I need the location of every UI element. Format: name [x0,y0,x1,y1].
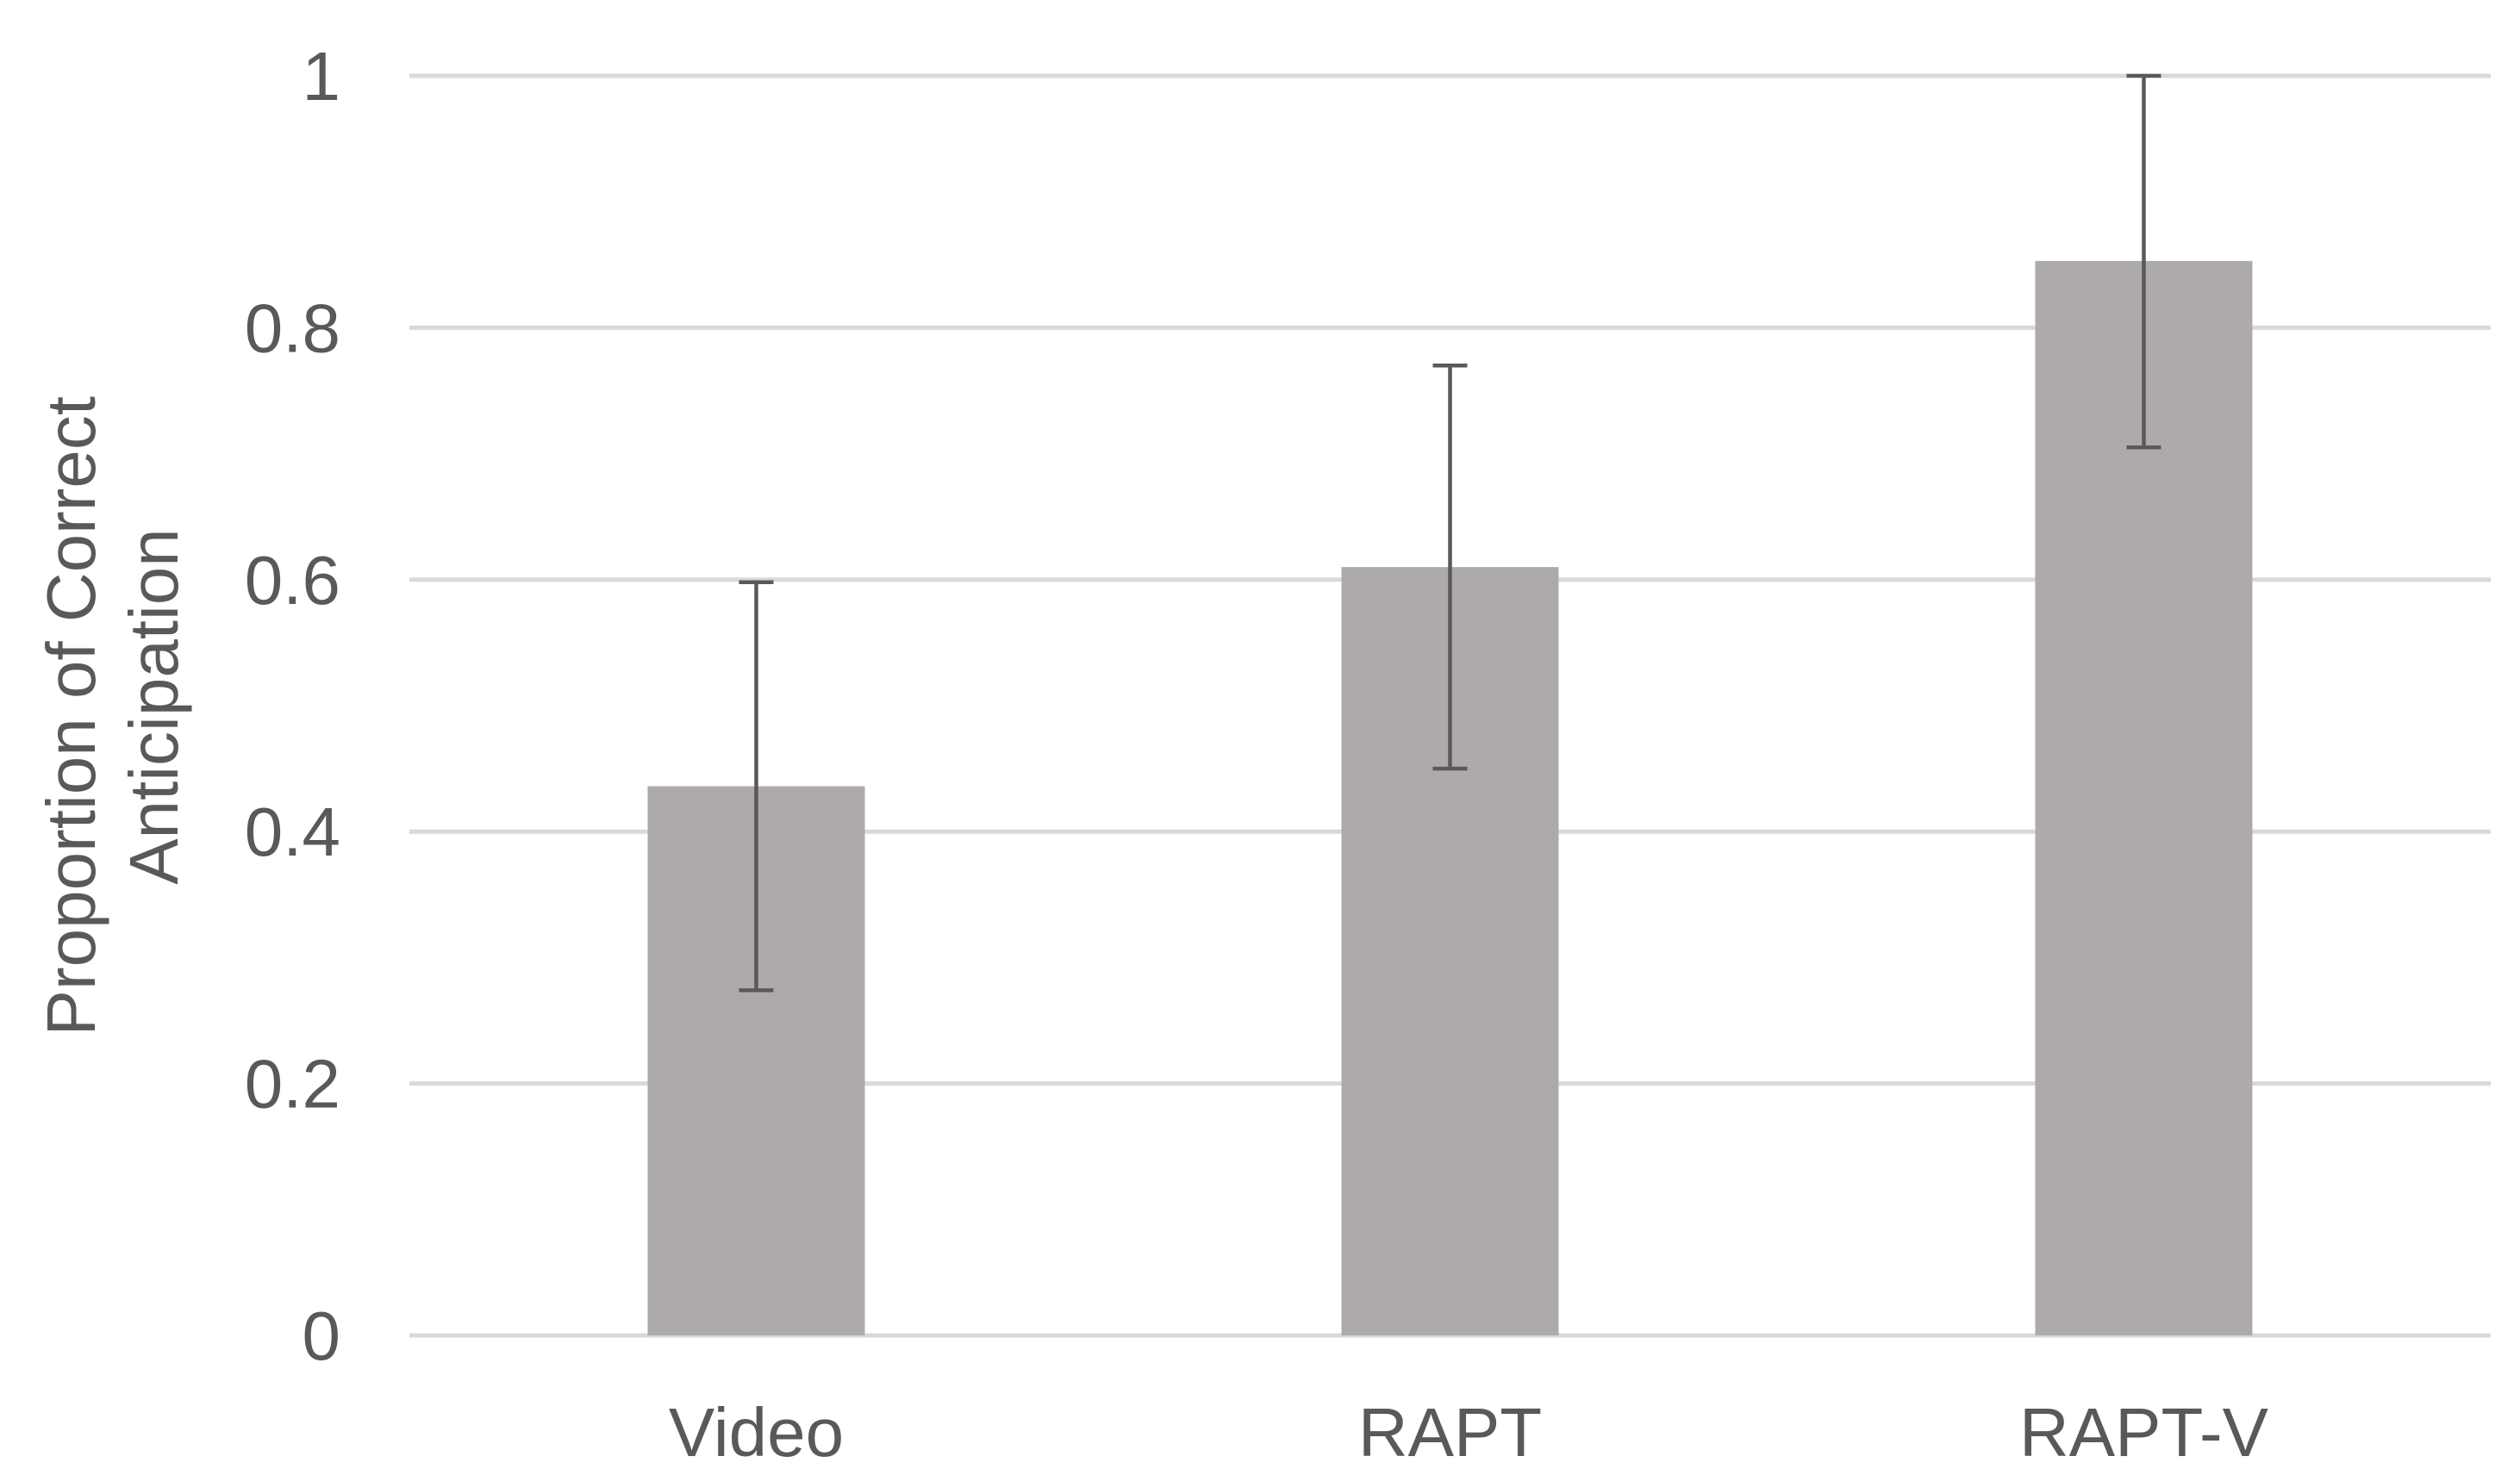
y-tick-label: 0.8 [245,289,340,366]
error-bars [739,73,2161,993]
y-axis-title-line-1: Proportion of Correct [33,396,109,1036]
y-tick-label: 0 [303,1298,341,1374]
y-tick-label: 0.6 [245,542,340,619]
error-bar [2126,73,2161,450]
x-tick-label: RAPT [1358,1394,1542,1471]
y-tick-label: 0.2 [245,1046,340,1123]
x-tick-label: RAPT-V [2019,1394,2269,1471]
x-tick-label: Video [669,1394,844,1471]
error-bar [1432,364,1468,771]
y-tick-label: 0.4 [245,794,340,870]
y-axis-title-line-2: Anticipation [115,528,192,885]
y-tick-label: 1 [303,38,341,115]
error-bar [739,580,774,993]
y-axis-title: Proportion of Correct Anticipation [33,377,192,1036]
x-tick-labels: Video RAPT RAPT-V [669,1394,2269,1471]
y-tick-labels: 0 0.2 0.4 0.6 0.8 1 [245,38,340,1374]
